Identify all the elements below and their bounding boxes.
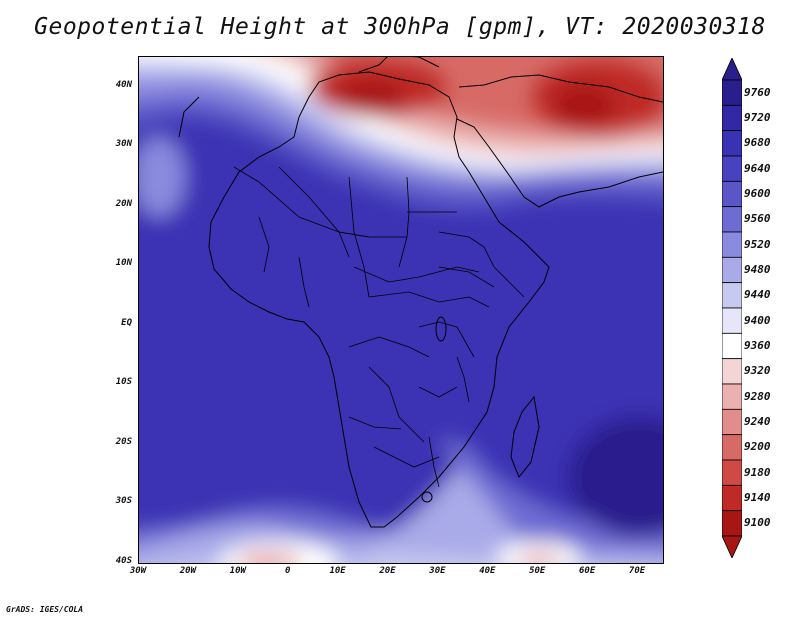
colorbar bbox=[722, 58, 742, 558]
colorbar-level-label: 9280 bbox=[744, 389, 771, 403]
colorbar-level-label: 9360 bbox=[744, 339, 771, 352]
map-title: Geopotential Height at 300hPa [gpm], VT:… bbox=[34, 14, 766, 40]
colorbar-level-label: 9140 bbox=[744, 491, 771, 504]
colorbar-level-label: 9680 bbox=[744, 136, 771, 150]
colorbar-level-label: 9200 bbox=[744, 440, 771, 454]
colorbar-level-label: 9440 bbox=[744, 288, 771, 302]
colorbar-level-label: 9640 bbox=[744, 161, 771, 175]
colorbar-segment bbox=[722, 434, 742, 461]
colorbar-level-label: 9320 bbox=[744, 364, 771, 378]
colorbar-segment bbox=[722, 231, 742, 258]
colorbar-level-label: 9760 bbox=[744, 85, 771, 99]
colorbar-segment bbox=[722, 104, 742, 132]
colorbar-level-label: 9520 bbox=[744, 237, 771, 251]
colorbar-level-label: 9720 bbox=[744, 111, 771, 124]
lon-tick-label: 50E bbox=[529, 566, 546, 576]
geopotential-field bbox=[139, 57, 663, 563]
lon-tick-label: 20W bbox=[179, 566, 197, 576]
lon-tick-label: 40E bbox=[479, 566, 496, 576]
map-plot-area bbox=[138, 56, 664, 564]
colorbar-level-label: 9400 bbox=[744, 313, 771, 327]
lat-tick-label: 10S bbox=[115, 377, 132, 388]
colorbar-level-label: 9560 bbox=[744, 212, 771, 226]
colorbar-segment bbox=[722, 282, 742, 309]
lat-tick-label: 30N bbox=[115, 139, 132, 150]
lat-tick-label: 10N bbox=[115, 258, 132, 269]
coastlines bbox=[178, 57, 663, 528]
colorbar-segment bbox=[722, 408, 742, 436]
colorbar-level-label: 9600 bbox=[744, 187, 771, 200]
colorbar-segment bbox=[722, 307, 742, 334]
colorbar-segment bbox=[722, 180, 742, 208]
lon-tick-label: 0 bbox=[284, 566, 291, 576]
lon-tick-label: 30W bbox=[129, 566, 147, 576]
lon-tick-label: 10E bbox=[329, 566, 346, 576]
colorbar-segment bbox=[722, 383, 742, 410]
colorbar-level-label: 9180 bbox=[744, 465, 771, 479]
country-borders bbox=[233, 166, 525, 488]
lat-tick-label: EQ bbox=[121, 317, 132, 328]
colorbar-bottom-triangle bbox=[722, 535, 742, 558]
colorbar-segment bbox=[722, 155, 742, 182]
lon-tick-label: 10W bbox=[229, 566, 246, 576]
lat-tick-label: 40S bbox=[115, 556, 132, 566]
lon-tick-label: 20E bbox=[379, 566, 396, 576]
colorbar-level-label: 9100 bbox=[744, 516, 771, 530]
colorbar-segment bbox=[722, 459, 742, 486]
colorbar-segment bbox=[722, 332, 742, 360]
credit-text: GrADS: IGES/COLA bbox=[6, 605, 84, 614]
lat-tick-label: 40N bbox=[115, 79, 132, 90]
lon-tick-label: 70E bbox=[628, 566, 646, 576]
lat-tick-label: 20N bbox=[115, 198, 132, 209]
lon-tick-label: 60E bbox=[579, 566, 596, 576]
colorbar-segment bbox=[722, 79, 742, 106]
colorbar-segment bbox=[722, 510, 742, 537]
lat-tick-label: 20S bbox=[115, 436, 132, 447]
colorbar-segment bbox=[722, 358, 742, 385]
colorbar-segment bbox=[722, 256, 742, 284]
colorbar-segment bbox=[722, 206, 742, 233]
height-field-bands bbox=[139, 57, 663, 563]
colorbar-level-label: 9240 bbox=[744, 415, 771, 428]
colorbar-segment bbox=[722, 484, 742, 512]
colorbar-level-label: 9480 bbox=[744, 263, 771, 276]
colorbar-segment bbox=[722, 130, 742, 157]
lat-tick-label: 30S bbox=[115, 496, 132, 507]
lon-tick-label: 30E bbox=[429, 566, 446, 576]
colorbar-top-triangle bbox=[722, 58, 742, 81]
